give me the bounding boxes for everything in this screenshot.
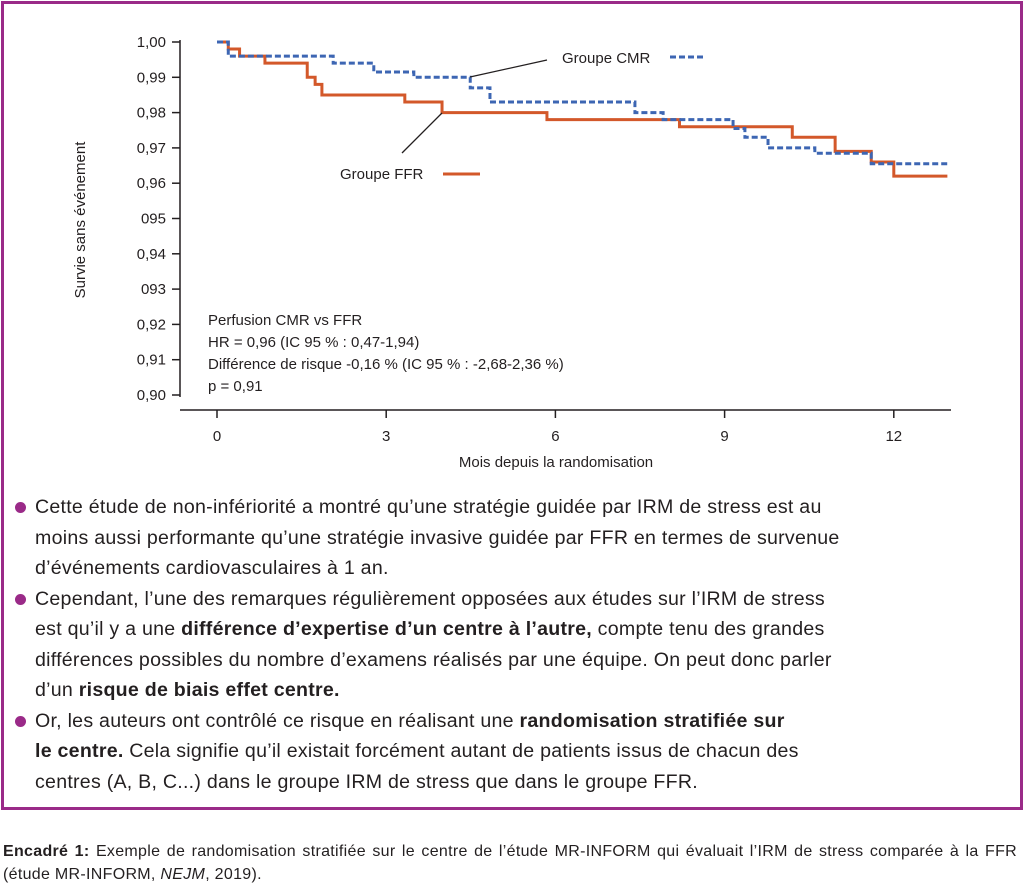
bullet-dot-icon	[15, 502, 26, 513]
annotation-line: p = 0,91	[208, 378, 263, 395]
y-tick-label: 0,97	[137, 140, 166, 157]
bullet-item: Cependant, l’une des remarques régulière…	[14, 584, 840, 706]
y-tick-label: 0,96	[137, 175, 166, 192]
annotation-line: Différence de risque -0,16 % (IC 95 % : …	[208, 356, 564, 373]
legend-ffr: Groupe FFR	[340, 112, 480, 183]
x-tick-label: 0	[213, 428, 221, 445]
caption-text-end: , 2019).	[205, 866, 262, 883]
legend-label-cmr: Groupe CMR	[562, 50, 651, 67]
bullet-text: Cependant, l’une des remarques régulière…	[35, 587, 825, 641]
y-tick-label: 0,99	[137, 69, 166, 86]
bullet-item: Cette étude de non-infériorité a montré …	[14, 492, 840, 584]
y-tick-label: 095	[141, 211, 166, 228]
x-axis-label: Mois depuis la randomisation	[459, 454, 653, 471]
x-tick-label: 3	[382, 428, 390, 445]
bullet-text-bold: différence d’expertise d’un centre à l’a…	[181, 618, 592, 640]
y-tick-label: 0,94	[137, 246, 166, 263]
bullet-text-bold: risque de biais effet centre.	[78, 679, 340, 701]
bullet-item: Or, les auteurs ont contrôlé ce risque e…	[14, 706, 840, 798]
bullet-text: Or, les auteurs ont contrôlé ce risque e…	[35, 709, 520, 732]
y-tick-label: 0,90	[137, 387, 166, 404]
y-tick-label: 0,98	[137, 105, 166, 122]
figure-frame	[1, 1, 1023, 810]
legend-pointer-ffr	[401, 112, 443, 154]
bullet-text-bold: randomisation stratifiée sur le centre.	[35, 709, 785, 763]
y-tick-label: 1,00	[137, 34, 166, 51]
y-tick-label: 0,91	[137, 352, 166, 369]
kaplan-meier-chart: 1,000,990,980,970,960950,940930,920,910,…	[72, 34, 951, 471]
x-tick-label: 9	[720, 428, 728, 445]
annotation-line: Perfusion CMR vs FFR	[208, 312, 362, 329]
y-axis-label: Survie sans événement	[72, 141, 89, 299]
axes: 1,000,990,980,970,960950,940930,920,910,…	[137, 34, 951, 445]
caption-text: Exemple de randomisation stratifiée sur …	[3, 843, 1018, 883]
bullet-dot-icon	[15, 593, 26, 605]
legend-cmr: Groupe CMR	[469, 50, 706, 78]
caption-label: Encadré 1:	[3, 843, 90, 860]
y-tick-label: 0,92	[137, 316, 166, 333]
bullet-text: compte tenu des grandes différences poss…	[35, 618, 832, 701]
legend-pointer-cmr	[469, 59, 548, 78]
bullet-text: Cela signifie qu’il existait forcément a…	[35, 740, 799, 793]
bullet-text: Cette étude de non-infériorité a montré …	[35, 496, 840, 579]
stats-annotation: Perfusion CMR vs FFR HR = 0,96 (IC 95 % …	[208, 312, 564, 395]
series-line-cmr	[217, 40, 948, 166]
x-tick-label: 6	[551, 428, 559, 445]
annotation-line: HR = 0,96 (IC 95 % : 0,47-1,94)	[208, 334, 419, 351]
figure-caption: Encadré 1: Exemple de randomisation stra…	[3, 840, 1017, 886]
x-tick-label: 12	[885, 428, 902, 445]
legend-label-ffr: Groupe FFR	[340, 166, 424, 183]
series-lines	[217, 40, 948, 178]
y-tick-label: 093	[141, 281, 166, 298]
bullet-dot-icon	[15, 715, 26, 727]
bullet-list: Cette étude de non-infériorité a montré …	[14, 492, 840, 797]
caption-journal: NEJM	[160, 866, 206, 883]
